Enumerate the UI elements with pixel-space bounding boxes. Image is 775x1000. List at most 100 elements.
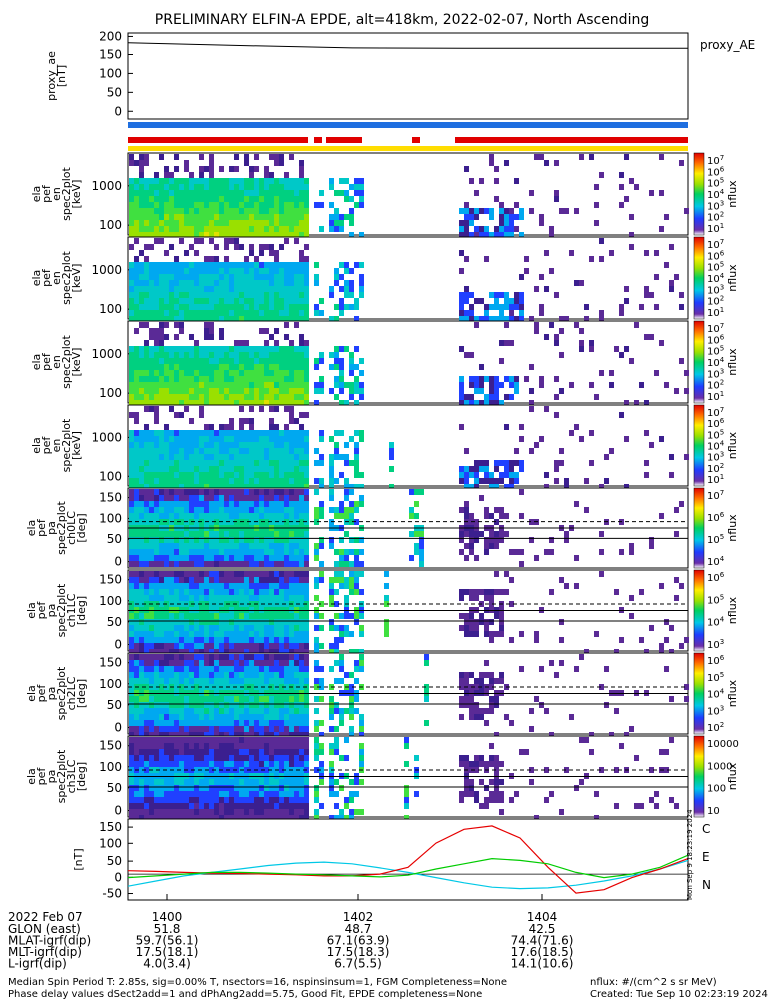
pitch-angle-ch0-cell [194,561,199,567]
pitch-angle-ch1-cell [139,625,144,631]
pitch-angle-ch0-cell [229,495,234,501]
energy-spectrogram-1-cell [504,208,509,214]
energy-spectrogram-3-cell [164,358,169,364]
energy-spectrogram-1-cell [279,220,284,226]
energy-spectrogram-3-cell [234,400,239,406]
energy-spectrogram-3-cell [264,382,269,388]
pitch-angle-ch3-cell [459,755,464,761]
energy-spectrogram-1-cell [184,190,189,196]
energy-spectrogram-4-cell [314,448,319,454]
pitch-angle-ch0-cell [329,495,334,501]
pitch-angle-ch3-cell [319,767,324,773]
energy-spectrogram-2-cell [194,262,199,268]
pitch-angle-ch0-cell [149,543,154,549]
pitch-angle-ch1-cell [164,577,169,583]
pitch-angle-ch3-cell [189,761,194,767]
pitch-angle-ch3-cell [259,779,264,785]
pitch-angle-ch2-cell [269,726,274,732]
energy-spectrogram-3-cell [489,382,494,388]
pitch-angle-ch1-cell [164,589,169,595]
energy-spectrogram-3-cell [159,358,164,364]
pitch-angle-ch1-cell [219,589,224,595]
energy-spectrogram-1-cell [509,208,514,214]
energy-spectrogram-3-cell [174,370,179,376]
pitch-angle-ch3-cell [304,743,309,749]
energy-spectrogram-2-cell [239,268,244,274]
energy-spectrogram-1-cell [209,202,214,208]
energy-spectrogram-4-cell [199,406,204,412]
pitch-angle-ch3-cell [164,815,169,821]
energy-spectrogram-2-cell [209,268,214,274]
energy-spectrogram-3-cell [489,388,494,394]
energy-spectrogram-3-cell [204,364,209,370]
pitch-angle-ch2-cell [134,732,139,738]
energy-spectrogram-3-cell [504,376,509,382]
pitch-angle-ch3-cell [254,791,259,797]
energy-spectrogram-3-cell [204,346,209,352]
pitch-angle-ch0-cell [179,519,184,525]
energy-spectrogram-1-cell [479,226,484,232]
energy-spectrogram-4-cell [174,436,179,442]
pitch-angle-ch2-cell [304,672,309,678]
pitch-angle-ch3-cell [169,809,174,815]
pitch-angle-ch1-cell [129,643,134,649]
energy-spectrogram-3-cell [279,382,284,388]
energy-spectrogram-1-cell [194,196,199,202]
pitch-angle-ch0-cell [229,537,234,543]
pitch-angle-ch3-cell [264,743,269,749]
pitch-angle-ch3-cell [209,761,214,767]
pitch-angle-ch0-cell [154,507,159,513]
pitch-angle-ch3-cell [499,797,504,803]
energy-spectrogram-2-ytick-0: 1000 [91,263,122,277]
pitch-angle-ch3-cell [274,797,279,803]
energy-spectrogram-3-cell [239,400,244,406]
pitch-angle-ch2-cell [229,666,234,672]
pitch-angle-ch2-cell [469,708,474,714]
energy-spectrogram-2-cell [269,286,274,292]
energy-spectrogram-3-cell [294,370,299,376]
energy-spectrogram-3-cell [149,400,154,406]
pitch-angle-ch1-cell [229,643,234,649]
proxy_ae-ytick-2: 100 [99,66,122,80]
pitch-angle-ch0-cell [259,537,264,543]
energy-spectrogram-2-cell [174,262,179,268]
pitch-angle-ch3-cell [279,815,284,821]
energy-spectrogram-3-cell [499,358,504,364]
pitch-angle-ch2-ytick-3: 0 [114,721,122,735]
pitch-angle-ch2-cell [224,696,229,702]
energy-spectrogram-2-cell [149,280,154,286]
energy-spectrogram-2-cell [239,286,244,292]
pitch-angle-ch1-cell [139,577,144,583]
pitch-angle-ch3-cell [479,779,484,785]
pitch-angle-ch2-cell [264,732,269,738]
energy-spectrogram-3-cell [259,364,264,370]
energy-spectrogram-1-cell [144,226,149,232]
energy-spectrogram-2-cell [299,262,304,268]
pitch-angle-ch0-cell [419,543,424,549]
energy-spectrogram-3-cell [464,352,469,358]
pitch-angle-ch3-cell [189,743,194,749]
energy-spectrogram-3-cell [499,400,504,406]
energy-spectrogram-1-cell [339,214,344,220]
pitch-angle-ch2-cell [209,714,214,720]
energy-spectrogram-1-cell [244,202,249,208]
pitch-angle-ch3-cell [274,755,279,761]
pitch-angle-ch1-cell [169,595,174,601]
energy-spectrogram-2-cell [224,298,229,304]
pitch-angle-ch0-cell [459,507,464,513]
pitch-angle-ch1-cell [304,631,309,637]
energy-spectrogram-2-cell [274,310,279,316]
pitch-angle-ch3-cell [344,755,349,761]
energy-spectrogram-3-cell [154,376,159,382]
pitch-angle-ch0-cell [159,561,164,567]
pitch-angle-ch3-cell [509,797,514,803]
energy-spectrogram-1-cell [139,160,144,166]
energy-spectrogram-4-cell [479,460,484,466]
pitch-angle-ch2-cell [194,720,199,726]
pitch-angle-ch0-cell [219,537,224,543]
energy-spectrogram-2-cell [259,262,264,268]
pitch-angle-ch0-cell [304,537,309,543]
energy-spectrogram-1-cell [514,214,519,220]
pitch-angle-ch3-cell [579,737,584,743]
pitch-angle-ch1-ylabel-1: pef [35,601,48,620]
